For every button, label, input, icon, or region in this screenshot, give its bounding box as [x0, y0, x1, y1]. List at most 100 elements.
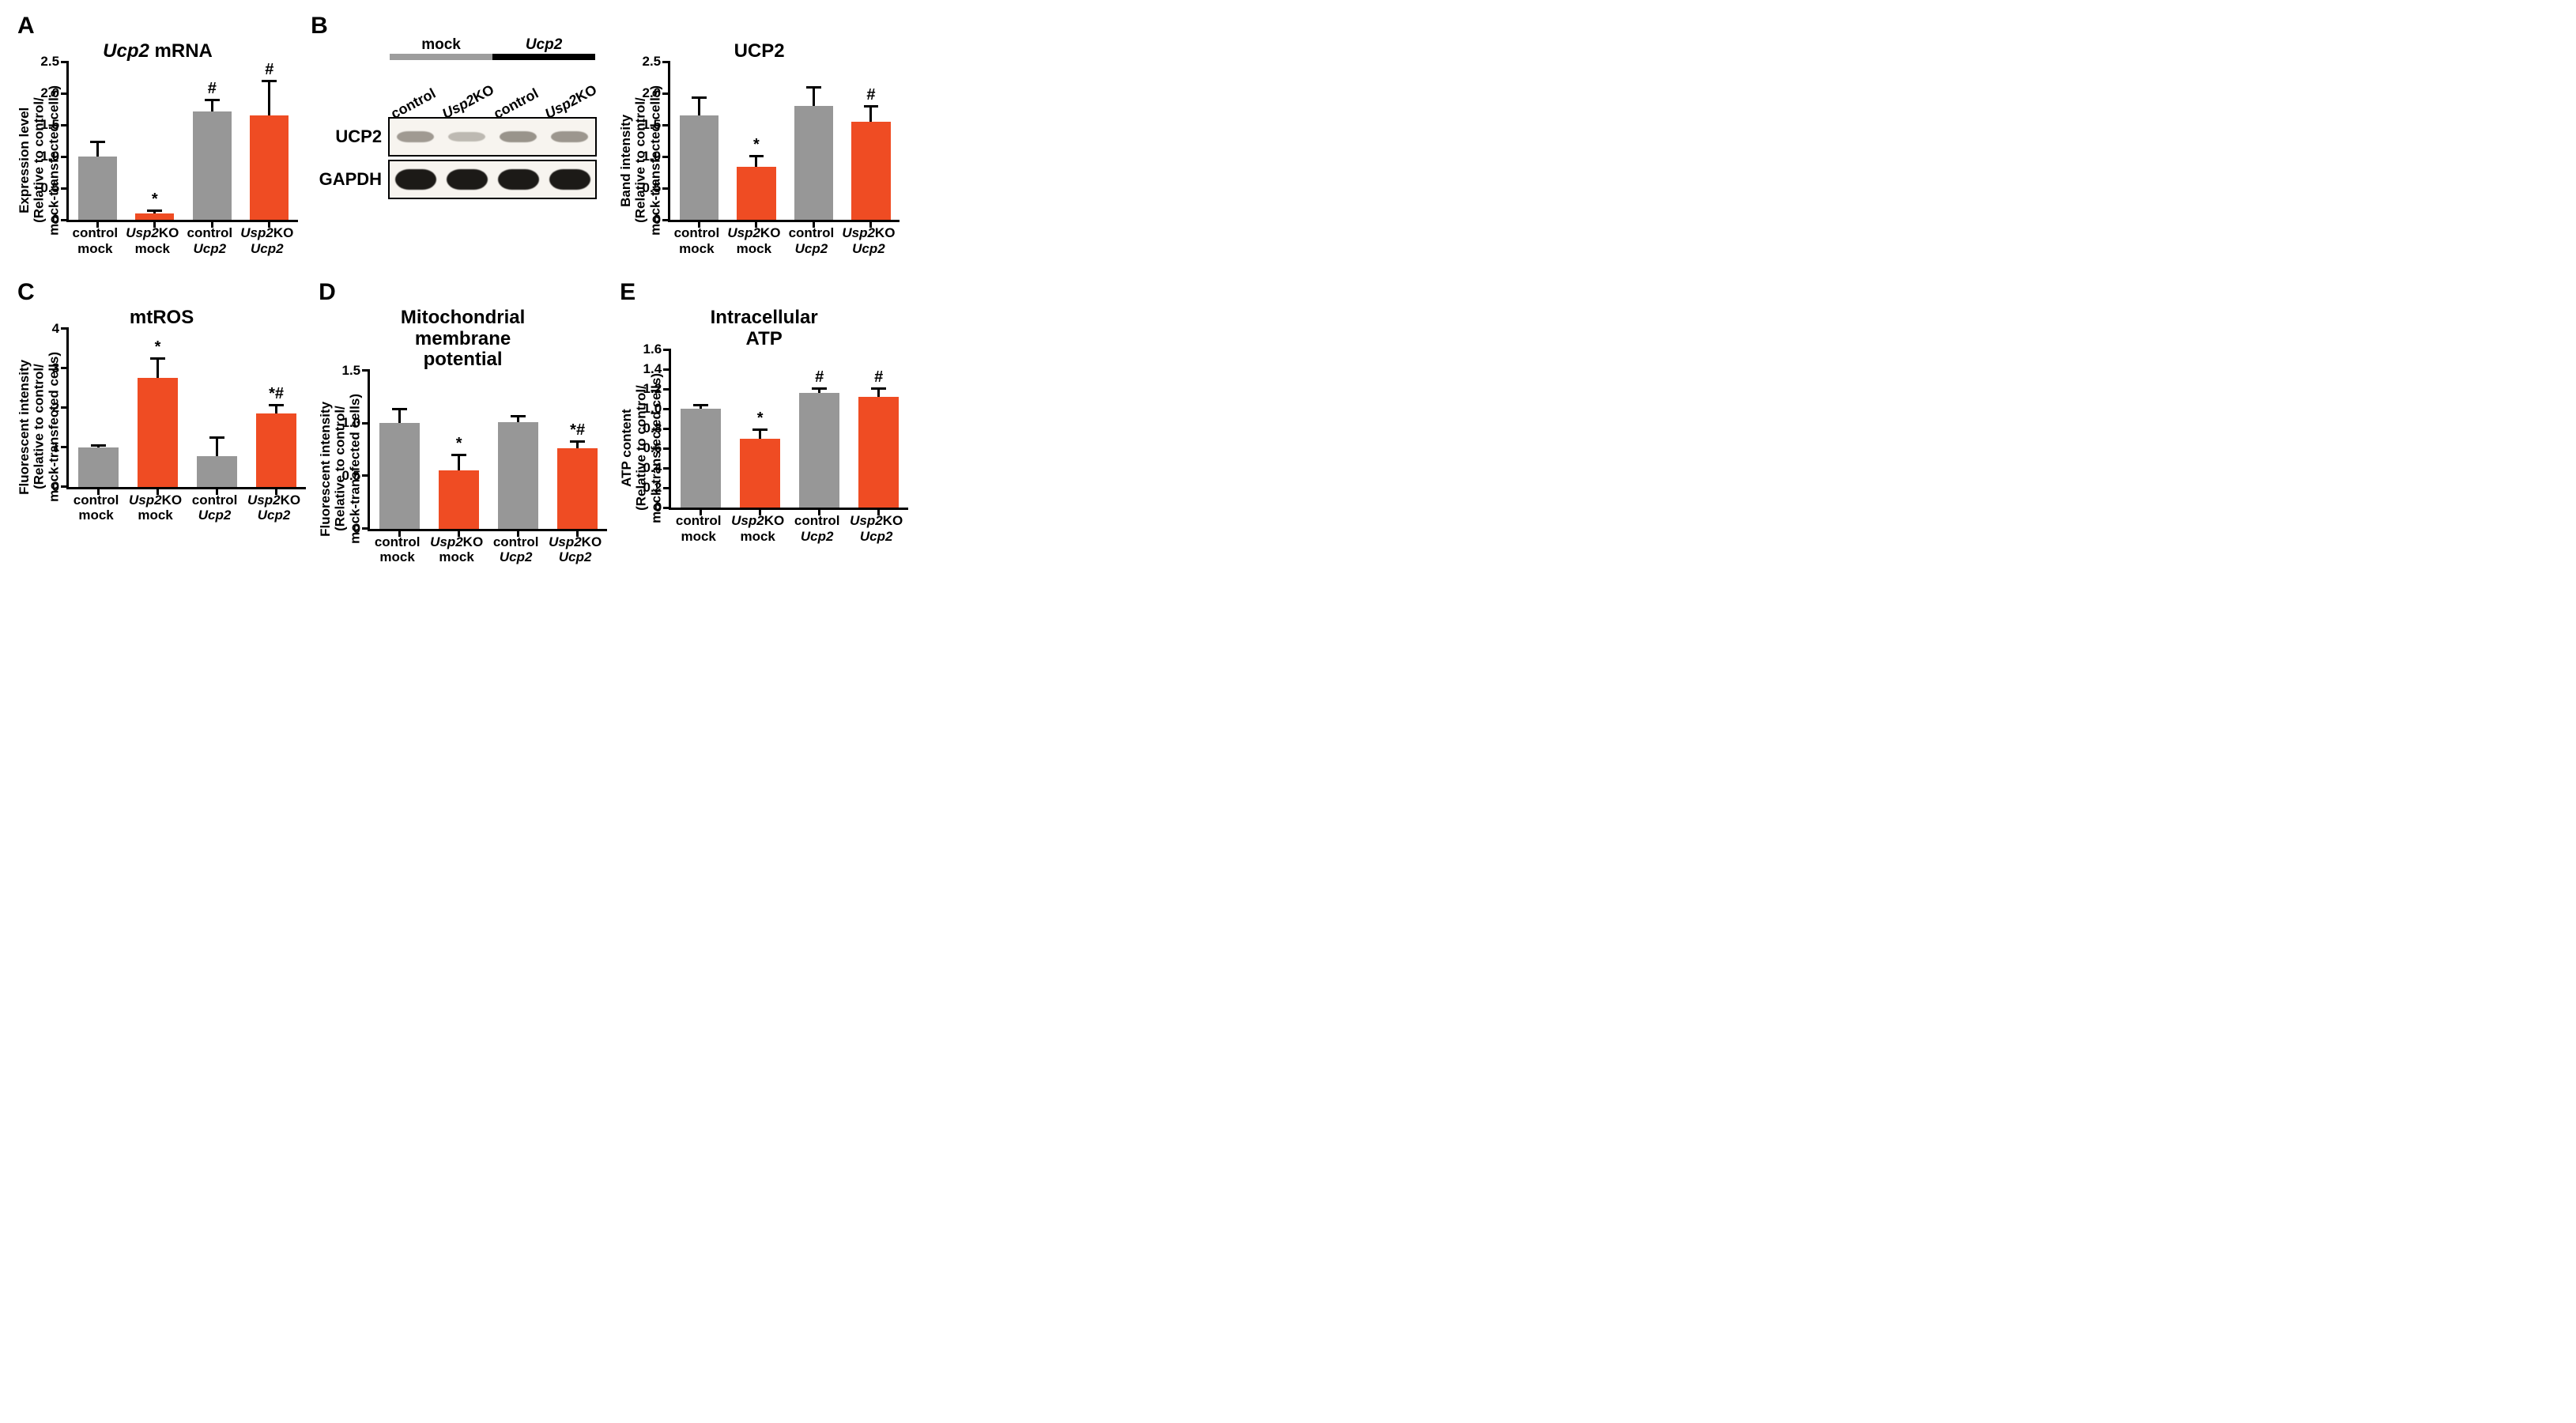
x-category-label: Usp2KOUcp2 [549, 534, 602, 565]
error-cap [511, 415, 526, 417]
x-labels: controlmockUsp2KOmockcontrolUcp2Usp2KOUc… [368, 531, 605, 568]
bar [851, 122, 890, 221]
error-cap [269, 404, 284, 406]
y-tick [663, 467, 671, 470]
blot-band [549, 169, 590, 190]
y-tick [663, 447, 671, 450]
x-category-label: controlUcp2 [192, 493, 238, 523]
panel-letter: A [17, 14, 35, 38]
plot-area: 00.51.01.5**# [368, 371, 607, 531]
y-tick-label: 1.5 [642, 117, 661, 133]
x-category-label: controlUcp2 [493, 534, 539, 565]
chart-title: Mitochondrialmembranepotential [401, 308, 525, 370]
y-tick-label: 1.5 [341, 363, 360, 379]
chart-title: IntracellularATP [711, 308, 818, 349]
bar [379, 423, 420, 528]
row-2: CmtROSFluorescent intensity (Relative to… [17, 281, 1247, 567]
bar-chart: mtROSFluorescent intensity (Relative to … [17, 308, 306, 525]
significance-annotation: # [866, 86, 875, 104]
plot-area: 00.51.01.52.02.5*## [66, 62, 298, 222]
y-tick [362, 527, 370, 530]
bar [193, 111, 232, 221]
y-tick [61, 446, 69, 448]
x-category-label: Usp2KOUcp2 [247, 493, 300, 523]
y-tick-label: 1.6 [643, 342, 662, 357]
blot-condition-label: mock [421, 36, 461, 54]
error-cap [392, 408, 407, 410]
x-labels: controlmockUsp2KOmockcontrolUcp2Usp2KOUc… [669, 510, 906, 546]
blot-band [447, 169, 488, 190]
error-stem [458, 455, 460, 470]
significance-annotation: * [152, 191, 158, 209]
significance-annotation: # [208, 80, 217, 98]
bar [78, 447, 119, 487]
blot-band [551, 131, 588, 143]
plot-wrap: ATP content (Relative to control/ mock-t… [620, 349, 908, 546]
error-stem [211, 100, 213, 111]
error-cap [749, 155, 764, 157]
bar [794, 106, 833, 220]
error-stem [813, 87, 815, 106]
plot-area: 01234**# [66, 329, 306, 489]
x-category-label: controlUcp2 [789, 225, 835, 256]
blot-header: mockUcp2controlUsp2KOcontrolUsp2KO [311, 46, 595, 114]
y-tick-label: 3 [52, 360, 59, 376]
error-cap [451, 454, 466, 456]
y-tick [662, 219, 670, 221]
bar [439, 470, 479, 528]
y-tick-label: 1 [52, 440, 59, 455]
y-tick-label: 4 [52, 321, 59, 337]
y-tick [663, 349, 671, 351]
error-cap [806, 86, 821, 89]
y-tick-label: 2.0 [40, 85, 59, 101]
error-stem [216, 437, 218, 456]
y-tick [663, 507, 671, 509]
error-stem [698, 97, 700, 115]
y-tick-label: 0.5 [341, 468, 360, 484]
error-cap [205, 99, 220, 101]
y-tick-label: 1.5 [40, 117, 59, 133]
blot-band [448, 132, 485, 142]
bar [681, 409, 721, 508]
blot-condition-label: Ucp2 [526, 36, 562, 54]
y-tick-label: 0 [52, 479, 59, 495]
significance-annotation: # [265, 61, 273, 79]
y-tick [663, 487, 671, 489]
panel-D: DMitochondrialmembranepotentialFluoresce… [319, 281, 607, 567]
bar [498, 422, 538, 529]
error-cap [693, 404, 708, 406]
error-cap [864, 105, 879, 108]
y-tick [362, 474, 370, 477]
y-tick-label: 0.4 [643, 460, 662, 476]
y-tick [662, 61, 670, 63]
y-tick [663, 428, 671, 430]
x-category-label: controlUcp2 [187, 225, 233, 256]
error-cap [90, 141, 105, 143]
panel-letter: C [17, 281, 35, 304]
plot-wrap: Expression level (Relative to control/ m… [17, 62, 298, 259]
x-category-label: controlmock [74, 493, 119, 523]
y-tick-label: 2 [52, 400, 59, 416]
significance-annotation: * [456, 435, 462, 453]
significance-annotation: # [874, 368, 883, 387]
blot-band [397, 131, 434, 143]
bar-chart: IntracellularATPATP content (Relative to… [620, 308, 908, 546]
x-category-label: Usp2KOUcp2 [850, 513, 903, 544]
error-cap [570, 440, 585, 443]
error-stem [398, 409, 401, 424]
y-tick-label: 0.6 [643, 440, 662, 456]
y-tick [61, 156, 69, 158]
bar [78, 157, 117, 220]
bar [737, 167, 775, 220]
x-category-label: Usp2KOmock [727, 225, 780, 256]
bar [256, 413, 296, 487]
blot-row-label: GAPDH [311, 169, 382, 190]
panel-body: mtROSFluorescent intensity (Relative to … [17, 308, 306, 525]
error-cap [871, 387, 886, 390]
x-category-label: Usp2KOUcp2 [240, 225, 293, 256]
bar [799, 393, 839, 508]
y-tick [61, 187, 69, 190]
row-1: AUcp2 mRNAExpression level (Relative to … [17, 14, 1247, 259]
figure: AUcp2 mRNAExpression level (Relative to … [0, 0, 1265, 612]
error-stem [268, 81, 270, 115]
